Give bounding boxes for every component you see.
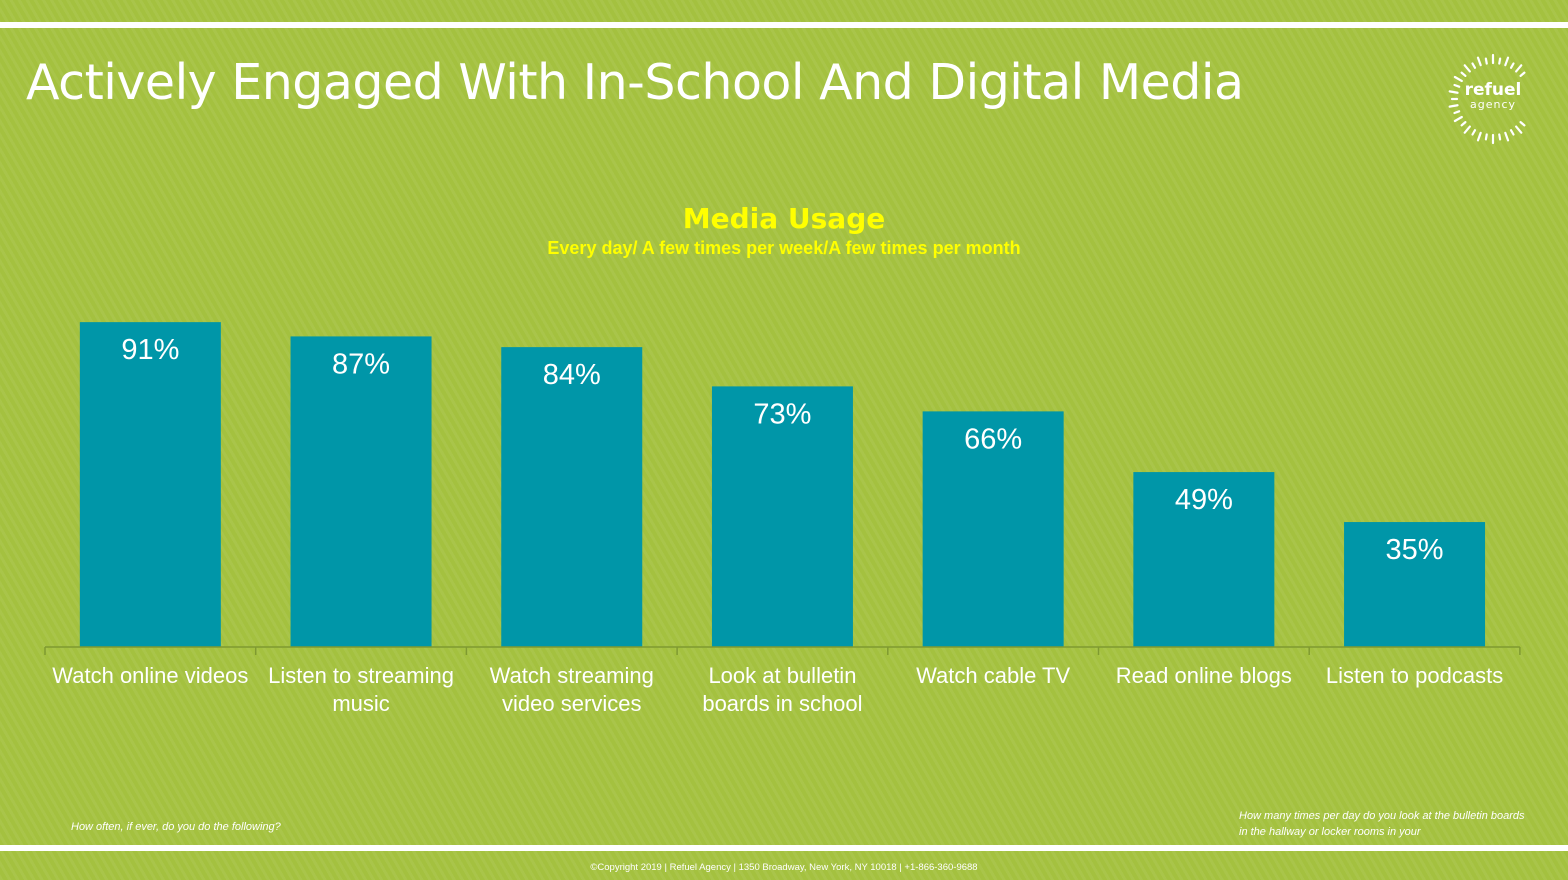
question-note-left: How often, if ever, do you do the follow… [71,821,281,833]
bar [290,336,432,647]
logo-text-refuel: refuel [1464,80,1522,100]
bar [922,411,1064,647]
footer-copyright: ©Copyright 2019 | Refuel Agency | 1350 B… [590,862,978,873]
slide-title: Actively Engaged With In-School And Digi… [26,54,1244,111]
data-label: 73% [753,398,811,430]
data-label: 84% [543,359,601,391]
category-label: Look at bulletin boards in school [702,663,863,716]
data-label: 35% [1386,534,1444,566]
sunburst-icon [1448,53,1526,145]
category-label: Watch streaming video services [489,663,654,716]
category-label: Watch cable TV [916,663,1071,688]
data-label: 91% [121,334,179,366]
bar [501,347,643,647]
bar [711,386,853,647]
category-label: Listen to streaming music [268,663,454,716]
logo-text-agency: agency [1469,98,1517,111]
refuel-agency-logo: refuel agency [1448,52,1538,146]
category-label: Watch online videos [52,663,249,688]
data-label: 49% [1175,484,1233,516]
data-label: 87% [332,348,390,380]
chart-title: Media Usage [682,202,886,235]
data-label: 66% [964,423,1022,455]
bottom-divider [0,845,1568,851]
bar [1344,522,1486,647]
category-label: Read online blogs [1115,663,1292,688]
question-note-right: How many times per day do you look at th… [1239,810,1525,838]
bar [79,322,221,647]
bar [1133,472,1275,647]
top-divider [0,22,1568,28]
chart-subtitle: Every day/ A few times per week/A few ti… [547,238,1021,258]
category-label: Listen to podcasts [1325,663,1504,688]
